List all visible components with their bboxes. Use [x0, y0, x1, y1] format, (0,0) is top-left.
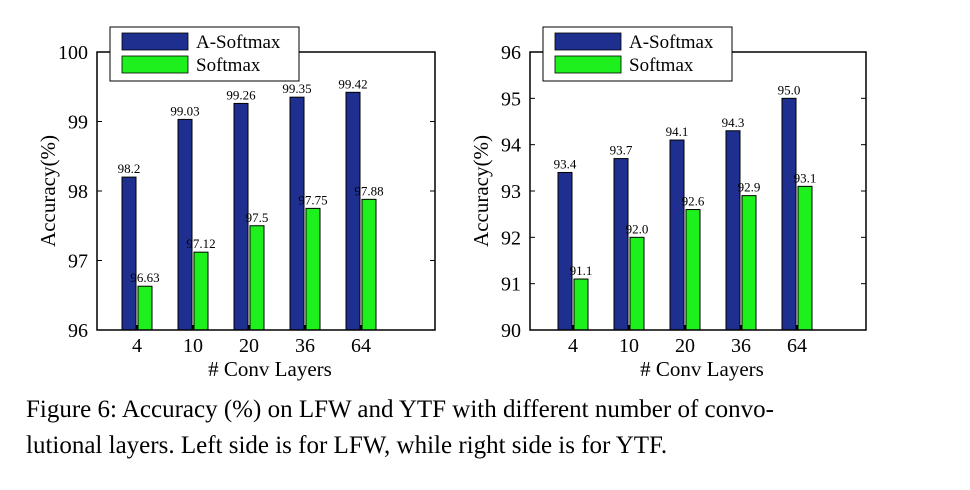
x-axis-title: # Conv Layers — [640, 357, 764, 381]
legend-swatch-a-softmax — [554, 32, 622, 51]
bar-softmax-36 — [741, 195, 757, 331]
data-label-softmax-20: 92.6 — [682, 194, 705, 209]
y-tick-label: 94 — [501, 135, 521, 157]
chart-1: 98.2 96.63 4 99.03 97.12 10 99.26 97.5 20 99.35 97… — [36, 26, 436, 381]
x-tick-label: 36 — [731, 335, 751, 357]
data-label-softmax-10: 97.12 — [186, 236, 215, 251]
bar-a-softmax-20 — [669, 139, 685, 331]
chart-2: 93.4 91.1 4 93.7 92.0 10 94.1 92.6 20 94.3 92.9 36 9… — [469, 26, 867, 381]
data-label-a-softmax-20: 99.26 — [226, 87, 256, 102]
caption-line-1: Figure 6: Accuracy (%) on LFW and YTF wi… — [26, 396, 774, 423]
data-label-softmax-36: 97.75 — [298, 192, 327, 207]
caption-line-2: lutional layers. Left side is for LFW, w… — [26, 432, 668, 459]
bar-a-softmax-10 — [177, 118, 193, 331]
figure: 98.2 96.63 4 99.03 97.12 10 99.26 97.5 20 99.35 97… — [36, 26, 867, 381]
legend-swatch-a-softmax — [121, 32, 189, 51]
bar-a-softmax-4 — [557, 171, 573, 331]
y-tick-label: 96 — [68, 320, 88, 342]
data-label-softmax-20: 97.5 — [246, 210, 269, 225]
x-tick-label: 64 — [351, 335, 371, 357]
bar-a-softmax-36 — [725, 130, 741, 331]
data-label-a-softmax-4: 93.4 — [554, 156, 577, 171]
bar-softmax-10 — [193, 251, 209, 331]
bar-a-softmax-64 — [781, 97, 797, 331]
bar-softmax-36 — [305, 207, 321, 331]
bar-softmax-64 — [797, 185, 813, 331]
y-axis-title: Accuracy(%) — [469, 135, 493, 247]
data-label-softmax-10: 92.0 — [626, 221, 649, 236]
bar-softmax-4 — [573, 278, 589, 331]
legend-label-softmax: Softmax — [629, 55, 694, 76]
x-tick-label: 20 — [239, 335, 259, 357]
data-label-a-softmax-36: 99.35 — [282, 81, 311, 96]
data-label-a-softmax-64: 95.0 — [778, 82, 801, 97]
legend-swatch-softmax — [121, 55, 189, 74]
data-label-a-softmax-20: 94.1 — [666, 124, 689, 139]
x-tick-label: 10 — [619, 335, 639, 357]
y-tick-label: 100 — [58, 42, 88, 64]
data-label-a-softmax-10: 99.03 — [170, 103, 199, 118]
data-label-softmax-4: 96.63 — [130, 270, 159, 285]
data-label-a-softmax-4: 98.2 — [118, 161, 141, 176]
y-tick-label: 97 — [68, 251, 88, 273]
legend-swatch-softmax — [554, 55, 622, 74]
x-tick-label: 4 — [132, 335, 142, 357]
y-tick-label: 93 — [501, 181, 521, 203]
y-axis-title: Accuracy(%) — [36, 135, 60, 247]
x-tick-label: 10 — [183, 335, 203, 357]
bar-softmax-20 — [249, 225, 265, 331]
x-tick-label: 36 — [295, 335, 315, 357]
data-label-softmax-36: 92.9 — [738, 180, 761, 195]
legend-label-softmax: Softmax — [196, 55, 261, 76]
legend-label-a-softmax: A-Softmax — [196, 32, 281, 53]
bar-a-softmax-10 — [613, 158, 629, 331]
x-tick-label: 20 — [675, 335, 695, 357]
y-tick-label: 95 — [501, 88, 521, 110]
x-tick-label: 64 — [787, 335, 807, 357]
bar-a-softmax-64 — [345, 91, 361, 331]
y-tick-label: 99 — [68, 112, 88, 134]
bar-softmax-10 — [629, 236, 645, 331]
bar-softmax-4 — [137, 285, 153, 331]
data-label-softmax-4: 91.1 — [570, 263, 593, 278]
y-tick-label: 91 — [501, 274, 521, 296]
data-label-softmax-64: 97.88 — [354, 183, 383, 198]
data-label-a-softmax-36: 94.3 — [722, 115, 745, 130]
data-label-a-softmax-64: 99.42 — [338, 76, 367, 91]
bar-a-softmax-4 — [121, 176, 137, 331]
y-tick-label: 96 — [501, 42, 521, 64]
x-tick-label: 4 — [568, 335, 578, 357]
data-label-a-softmax-10: 93.7 — [610, 143, 633, 158]
figure-caption: Figure 6: Accuracy (%) on LFW and YTF wi… — [26, 392, 956, 464]
y-tick-label: 90 — [501, 320, 521, 342]
y-tick-label: 92 — [501, 227, 521, 249]
x-axis-title: # Conv Layers — [208, 357, 332, 381]
bar-softmax-20 — [685, 209, 701, 331]
legend-label-a-softmax: A-Softmax — [629, 32, 714, 53]
data-label-softmax-64: 93.1 — [794, 170, 817, 185]
y-tick-label: 98 — [68, 181, 88, 203]
bar-a-softmax-36 — [289, 96, 305, 331]
bar-softmax-64 — [361, 198, 377, 331]
